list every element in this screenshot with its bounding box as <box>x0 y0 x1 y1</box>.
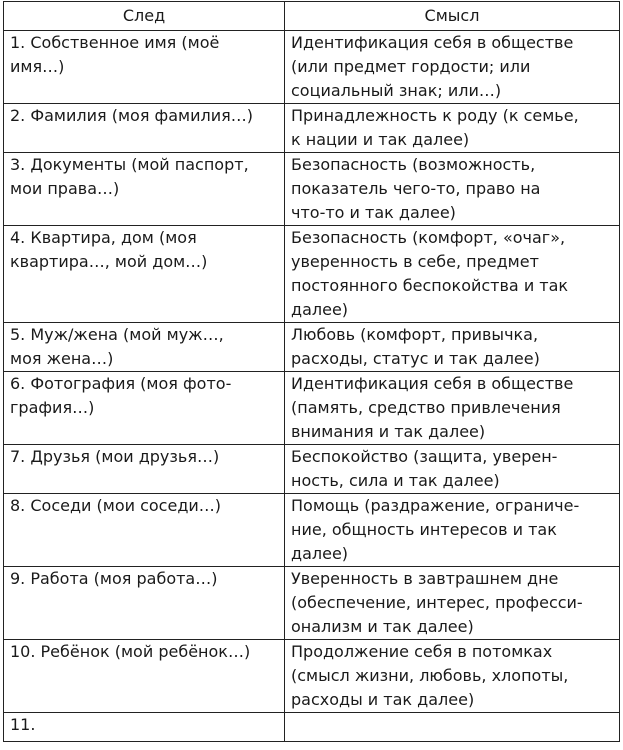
meaning-cell: Помощь (раздражение, ограниче- ние, общн… <box>284 493 620 567</box>
header-trace: След <box>3 1 285 31</box>
table-row: 2. Фамилия (моя фамилия…) Принадлежность … <box>3 103 620 153</box>
trace-cell: 3. Документы (мой паспорт, мои права…) <box>3 152 285 226</box>
meaning-cell: Продолжение себя в потомках (смысл жизни… <box>284 639 620 713</box>
table-row: 5. Муж/жена (мой муж…, моя жена…) Любовь … <box>3 322 620 372</box>
table-row: 1. Собственное имя (моё имя…) Идентификац… <box>3 30 620 104</box>
table-row: 4. Квартира, дом (моя квартира…, мой дом… <box>3 225 620 323</box>
meaning-cell <box>284 712 620 742</box>
table-row: 8. Соседи (мои соседи…) Помощь (раздражен… <box>3 493 620 567</box>
meaning-cell: Любовь (комфорт, привычка, расходы, стат… <box>284 322 620 372</box>
table-row: 6. Фотография (моя фото- графия…) Идентиф… <box>3 371 620 445</box>
trace-cell: 7. Друзья (мои друзья…) <box>3 444 285 494</box>
trace-cell: 2. Фамилия (моя фамилия…) <box>3 103 285 153</box>
meaning-cell: Идентификация себя в обществе (или предм… <box>284 30 620 104</box>
trace-cell: 6. Фотография (моя фото- графия…) <box>3 371 285 445</box>
meaning-cell: Идентификация себя в обществе (память, с… <box>284 371 620 445</box>
table-row: 11. <box>3 712 620 742</box>
trace-cell: 1. Собственное имя (моё имя…) <box>3 30 285 104</box>
trace-cell: 9. Работа (моя работа…) <box>3 566 285 640</box>
meaning-cell: Беспокойство (защита, уверен- ность, сил… <box>284 444 620 494</box>
meaning-cell: Безопасность (возможность, показатель че… <box>284 152 620 226</box>
table-row: 9. Работа (моя работа…) Уверенность в зав… <box>3 566 620 640</box>
trace-cell: 10. Ребёнок (мой ребёнок…) <box>3 639 285 713</box>
traces-meaning-table: След Смысл 1. Собственное имя (моё имя…)… <box>3 1 620 742</box>
header-row: След Смысл <box>3 1 620 31</box>
meaning-cell: Уверенность в завтрашнем дне (обеспечени… <box>284 566 620 640</box>
meaning-cell: Безопасность (комфорт, «очаг», увереннос… <box>284 225 620 323</box>
trace-cell: 8. Соседи (мои соседи…) <box>3 493 285 567</box>
meaning-cell: Принадлежность к роду (к семье, к нации … <box>284 103 620 153</box>
trace-cell: 5. Муж/жена (мой муж…, моя жена…) <box>3 322 285 372</box>
header-meaning: Смысл <box>284 1 620 31</box>
trace-cell: 11. <box>3 712 285 742</box>
table-row: 7. Друзья (мои друзья…) Беспокойство (защ… <box>3 444 620 494</box>
trace-cell: 4. Квартира, дом (моя квартира…, мой дом… <box>3 225 285 323</box>
table-row: 3. Документы (мой паспорт, мои права…) Бе… <box>3 152 620 226</box>
table-row: 10. Ребёнок (мой ребёнок…) Продолжение се… <box>3 639 620 713</box>
